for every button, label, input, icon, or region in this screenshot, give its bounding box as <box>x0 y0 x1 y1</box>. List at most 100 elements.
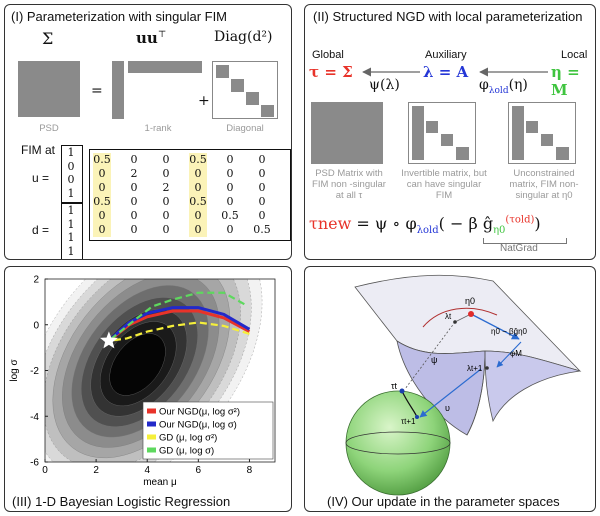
legend-box <box>142 401 274 460</box>
y-tick-label: 0 <box>33 320 39 331</box>
fim-matrix-entry: 0 <box>189 223 207 237</box>
fim-matrix-entry: 2 <box>162 181 170 194</box>
fim-matrix-entry: 0 <box>258 181 266 194</box>
y-tick-label: 2 <box>33 275 39 286</box>
u-vector-bracket <box>61 145 83 203</box>
d-label: d = <box>32 223 50 237</box>
tau-next-label: τt+1 <box>401 417 416 426</box>
lambda-next-label: λt+1 <box>467 364 483 373</box>
fim-matrix-entry: 0 <box>130 181 138 194</box>
fim-matrix-entry: 0 <box>162 167 170 180</box>
u-vector-entry: 0 <box>67 173 75 186</box>
contour-chart: 0 2 4 6 8 2 0 -2 -4 -6 mean μ log σ Our NGD(μ, log … <box>9 275 276 488</box>
panel1-title: (I) Parameterization with singular FIM <box>11 9 228 24</box>
fim-matrix-entry: 0 <box>93 223 111 237</box>
auxiliary-caption: Invertible matrix, but can have singular… <box>401 168 487 201</box>
panel-logistic-regression: 0 2 4 6 8 2 0 -2 -4 -6 mean μ log σ Our NGD(μ, log … <box>4 266 292 512</box>
fim-matrix-entry: 0 <box>93 181 111 195</box>
panel2-title: (II) Structured NGD with local parameter… <box>313 9 583 24</box>
u-vector-entry: 1 <box>67 186 75 200</box>
d-vector-entry: 1 <box>67 231 75 244</box>
invertible-matrix-icon <box>408 102 476 164</box>
x-axis-label: mean μ <box>143 477 177 488</box>
d-vector-entry: 1 <box>67 244 75 258</box>
lambda-t-point <box>453 320 457 324</box>
lambda-t-label: λt <box>445 312 452 321</box>
eta-equals-m: η = M <box>551 63 580 99</box>
eta0-point <box>468 311 474 317</box>
fim-matrix-entry: 0 <box>258 195 266 208</box>
legend-label: Our NGD(μ, log σ²) <box>159 407 240 418</box>
fim-matrix-entry: 0 <box>258 153 266 166</box>
psi-map: ψ(λ) <box>369 77 400 93</box>
fim-matrix-entry: 0 <box>189 167 207 181</box>
legend-label: Our NGD(μ, log σ) <box>159 420 237 431</box>
fim-matrix-entry: 0.5 <box>189 195 207 209</box>
y-tick-label: -6 <box>30 458 39 469</box>
fim-matrix-entry: 0 <box>258 167 266 180</box>
series-line <box>107 306 251 342</box>
fim-matrix-entry: 0.5 <box>93 195 111 209</box>
auxiliary-label: Auxiliary <box>425 49 467 61</box>
fim-matrix-entry: 0.5 <box>93 153 111 167</box>
global-label: Global <box>312 49 344 61</box>
panel4-title: (IV) Our update in the parameter spaces <box>327 494 560 509</box>
fim-matrix-entry: 0 <box>189 209 207 223</box>
psd-matrix-icon <box>311 102 383 164</box>
tau-t-label: τt <box>391 381 398 391</box>
rank-vector-block <box>112 61 124 119</box>
fim-matrix-entry: 0 <box>162 153 170 166</box>
fim-matrix-entry: 0 <box>93 209 111 223</box>
x-tick-label: 0 <box>42 465 48 476</box>
u-label: u = <box>32 171 50 185</box>
upsilon-arrow <box>419 368 482 418</box>
fim-matrix-entry: 0 <box>258 209 266 222</box>
natgrad-label: NatGrad <box>500 243 538 254</box>
diag-label: Diag(d²) <box>214 29 273 45</box>
unconstrained-matrix-icon <box>508 102 576 164</box>
d-vector-entry: 1 <box>67 217 75 231</box>
diagonal-caption: Diagonal <box>226 123 264 134</box>
u-vector-entry: 0 <box>67 159 75 173</box>
psd-caption: PSD <box>39 123 59 134</box>
tau-t-point <box>399 388 405 394</box>
eta0-label: η0 <box>465 296 475 306</box>
u-vector-entry: 1 <box>67 146 75 159</box>
panel-parameter-spaces: η0 λt η0 − βĝη0 φM λt+1 ψ τt τt+1 υ (IV)… <box>304 266 596 512</box>
update-arrow <box>470 313 520 340</box>
rank-caption: 1-rank <box>144 123 172 134</box>
equals-sign: = <box>91 83 103 99</box>
fim-matrix-entry: 0 <box>162 209 170 222</box>
sigma-label: Σ <box>42 29 54 48</box>
tau-next-point <box>415 415 419 419</box>
y-axis-label: log σ <box>9 359 20 382</box>
lambda-next-point <box>485 366 489 370</box>
fim-matrix-entry: 0 <box>226 223 234 236</box>
fim-matrix-entry: 0.5 <box>253 223 271 236</box>
x-tick-label: 8 <box>247 465 253 476</box>
uu-label: uu⊤ <box>136 29 167 47</box>
fim-matrix-entry: 0.5 <box>189 153 207 167</box>
fim-matrix-entry: 0 <box>93 167 111 181</box>
update-equation: τnew = ψ ∘ φλold( − β ĝη0(τold)) <box>309 214 541 237</box>
d-vector-entry: 1 <box>67 204 75 217</box>
fim-matrix-entry: 0 <box>189 181 207 195</box>
x-tick-label: 2 <box>93 465 99 476</box>
fim-matrix-entry: 0 <box>130 223 138 236</box>
panel-parameterization: (I) Parameterization with singular FIM Σ… <box>4 4 292 260</box>
fim-matrix-entry: 0 <box>130 209 138 222</box>
sphere-equator <box>345 431 451 455</box>
fim-matrix-entry: 0 <box>226 195 234 208</box>
mapping-arrows <box>362 67 548 77</box>
series-line <box>108 291 245 342</box>
upsilon-label: υ <box>445 403 450 413</box>
panel3-title: (III) 1-D Bayesian Logistic Regression <box>12 494 231 509</box>
fim-matrix-entry: 0 <box>162 223 170 236</box>
plus-sign: + <box>198 93 210 109</box>
legend-label: GD (μ, log σ²) <box>159 433 217 444</box>
saddle-curve <box>422 307 498 328</box>
d-vector-bracket <box>61 203 83 259</box>
fim-matrix-entry: 0.5 <box>221 209 239 222</box>
fim-matrix-entry: 0 <box>130 195 138 208</box>
psi-label: ψ <box>431 355 437 365</box>
